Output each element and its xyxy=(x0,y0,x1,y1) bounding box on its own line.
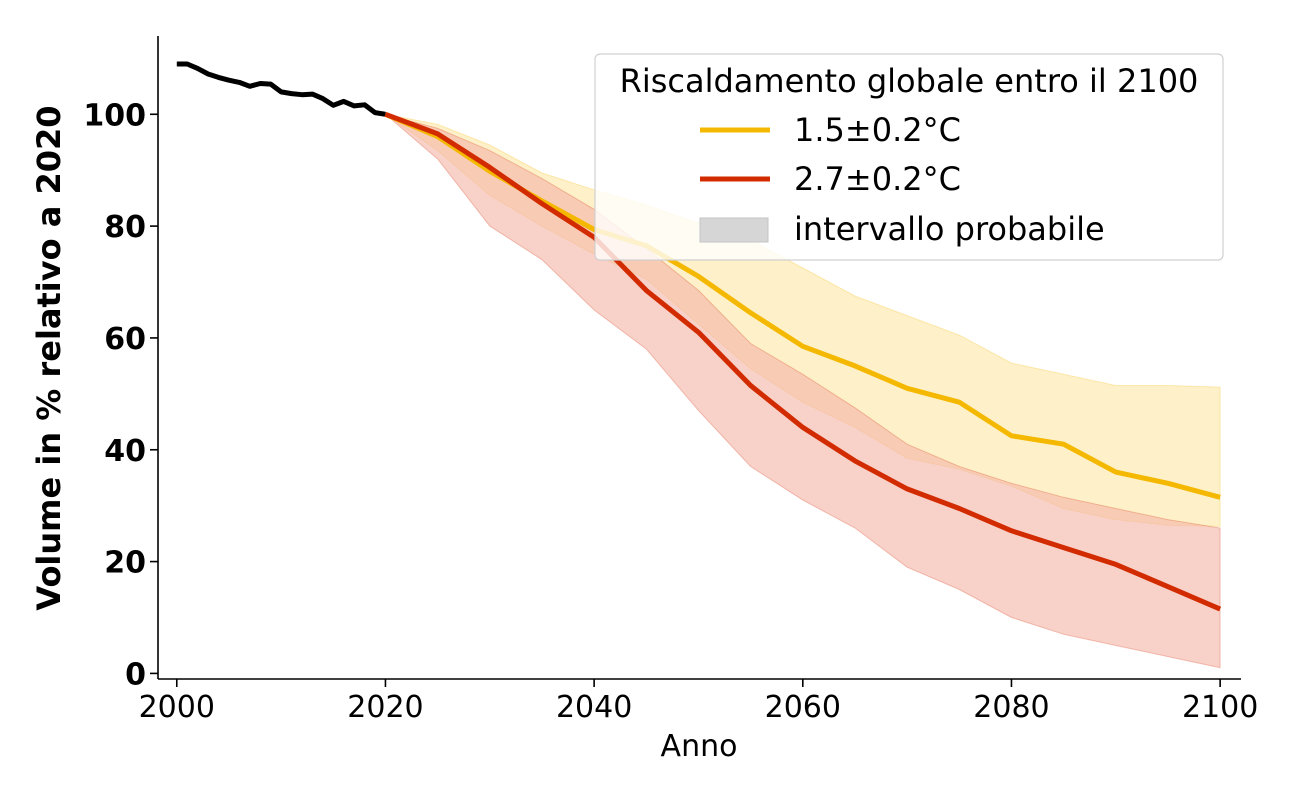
x-tick-label: 2100 xyxy=(1182,690,1258,725)
x-tick-label: 2060 xyxy=(765,690,841,725)
legend-label-series-1: 1.5±0.2°C xyxy=(794,111,961,149)
y-tick-label: 40 xyxy=(104,434,146,469)
x-axis-title: Anno xyxy=(661,729,738,764)
legend: Riscaldamento globale entro il 2100 1.5±… xyxy=(594,53,1224,261)
legend-swatch-range xyxy=(699,217,769,243)
y-ticks-layer: 0 20 40 60 80 100 xyxy=(83,98,158,692)
legend-label-range: intervallo probabile xyxy=(794,210,1105,248)
x-tick-label: 2020 xyxy=(347,690,423,725)
y-tick-label: 0 xyxy=(125,657,146,692)
x-ticks-layer: 2000 2020 2040 2060 2080 2100 xyxy=(139,679,1258,725)
legend-frame xyxy=(594,53,1224,261)
legend-label-series-2: 2.7±0.2°C xyxy=(794,160,961,198)
x-tick-label: 2040 xyxy=(556,690,632,725)
y-axis-title: Volume in % relativo a 2020 xyxy=(30,105,68,610)
y-tick-label: 100 xyxy=(83,98,146,133)
y-tick-label: 20 xyxy=(104,546,146,581)
legend-title: Riscaldamento globale entro il 2100 xyxy=(620,62,1199,100)
y-tick-label: 80 xyxy=(104,210,146,245)
series-line-2 xyxy=(384,111,1222,612)
observed-line xyxy=(176,61,386,117)
x-tick-label: 2000 xyxy=(139,690,215,725)
lines-layer xyxy=(176,61,1222,612)
x-tick-label: 2080 xyxy=(973,690,1049,725)
y-tick-label: 60 xyxy=(104,322,146,357)
